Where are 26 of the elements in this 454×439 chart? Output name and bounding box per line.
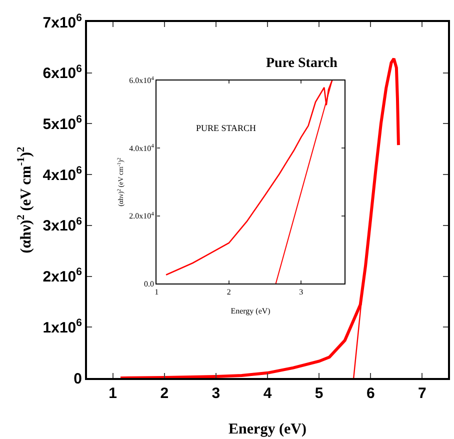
x-axis-title: Energy (eV) bbox=[230, 306, 271, 316]
y-tick-label: 3x10$^{6}$ bbox=[42, 215, 82, 235]
y-tick-label: 0 bbox=[74, 370, 82, 388]
x-tick-label: 2 bbox=[160, 385, 169, 402]
x-tick-label: 5 bbox=[314, 385, 324, 402]
annotation: PURE STARCH bbox=[196, 123, 257, 133]
x-tick-label: 2 bbox=[226, 287, 231, 296]
x-tick-label: 3 bbox=[299, 287, 304, 296]
y-tick-label: 6.0x10$^{4}$ bbox=[129, 76, 154, 86]
y-tick-label: 6x10$^{6}$ bbox=[42, 62, 82, 82]
y-tick-label: 1x10$^{6}$ bbox=[42, 317, 82, 336]
y-tick-label: 4x10$^{6}$ bbox=[42, 164, 82, 184]
x-axis-title: Energy (eV) bbox=[228, 422, 306, 438]
x-tick-label: 1 bbox=[154, 287, 159, 296]
y-tick-label: 2x10$^{6}$ bbox=[42, 266, 82, 286]
y-tick-label: 7x10$^{6}$ bbox=[42, 12, 82, 32]
x-tick-label: 6 bbox=[366, 385, 375, 402]
x-tick-label: 1 bbox=[108, 385, 117, 402]
x-tick-label: 3 bbox=[212, 385, 220, 402]
x-tick-label: 4 bbox=[263, 385, 272, 402]
y-tick-label: 5x10$^{6}$ bbox=[42, 114, 82, 133]
x-tick-label: 7 bbox=[418, 385, 426, 402]
annotation: Pure Starch bbox=[266, 56, 338, 71]
y-tick-label: 4.0x10$^{4}$ bbox=[129, 144, 154, 153]
y-tick-label: 2.0x10$^{4}$ bbox=[129, 211, 154, 221]
y-tick-label: 0.0 bbox=[144, 279, 154, 288]
